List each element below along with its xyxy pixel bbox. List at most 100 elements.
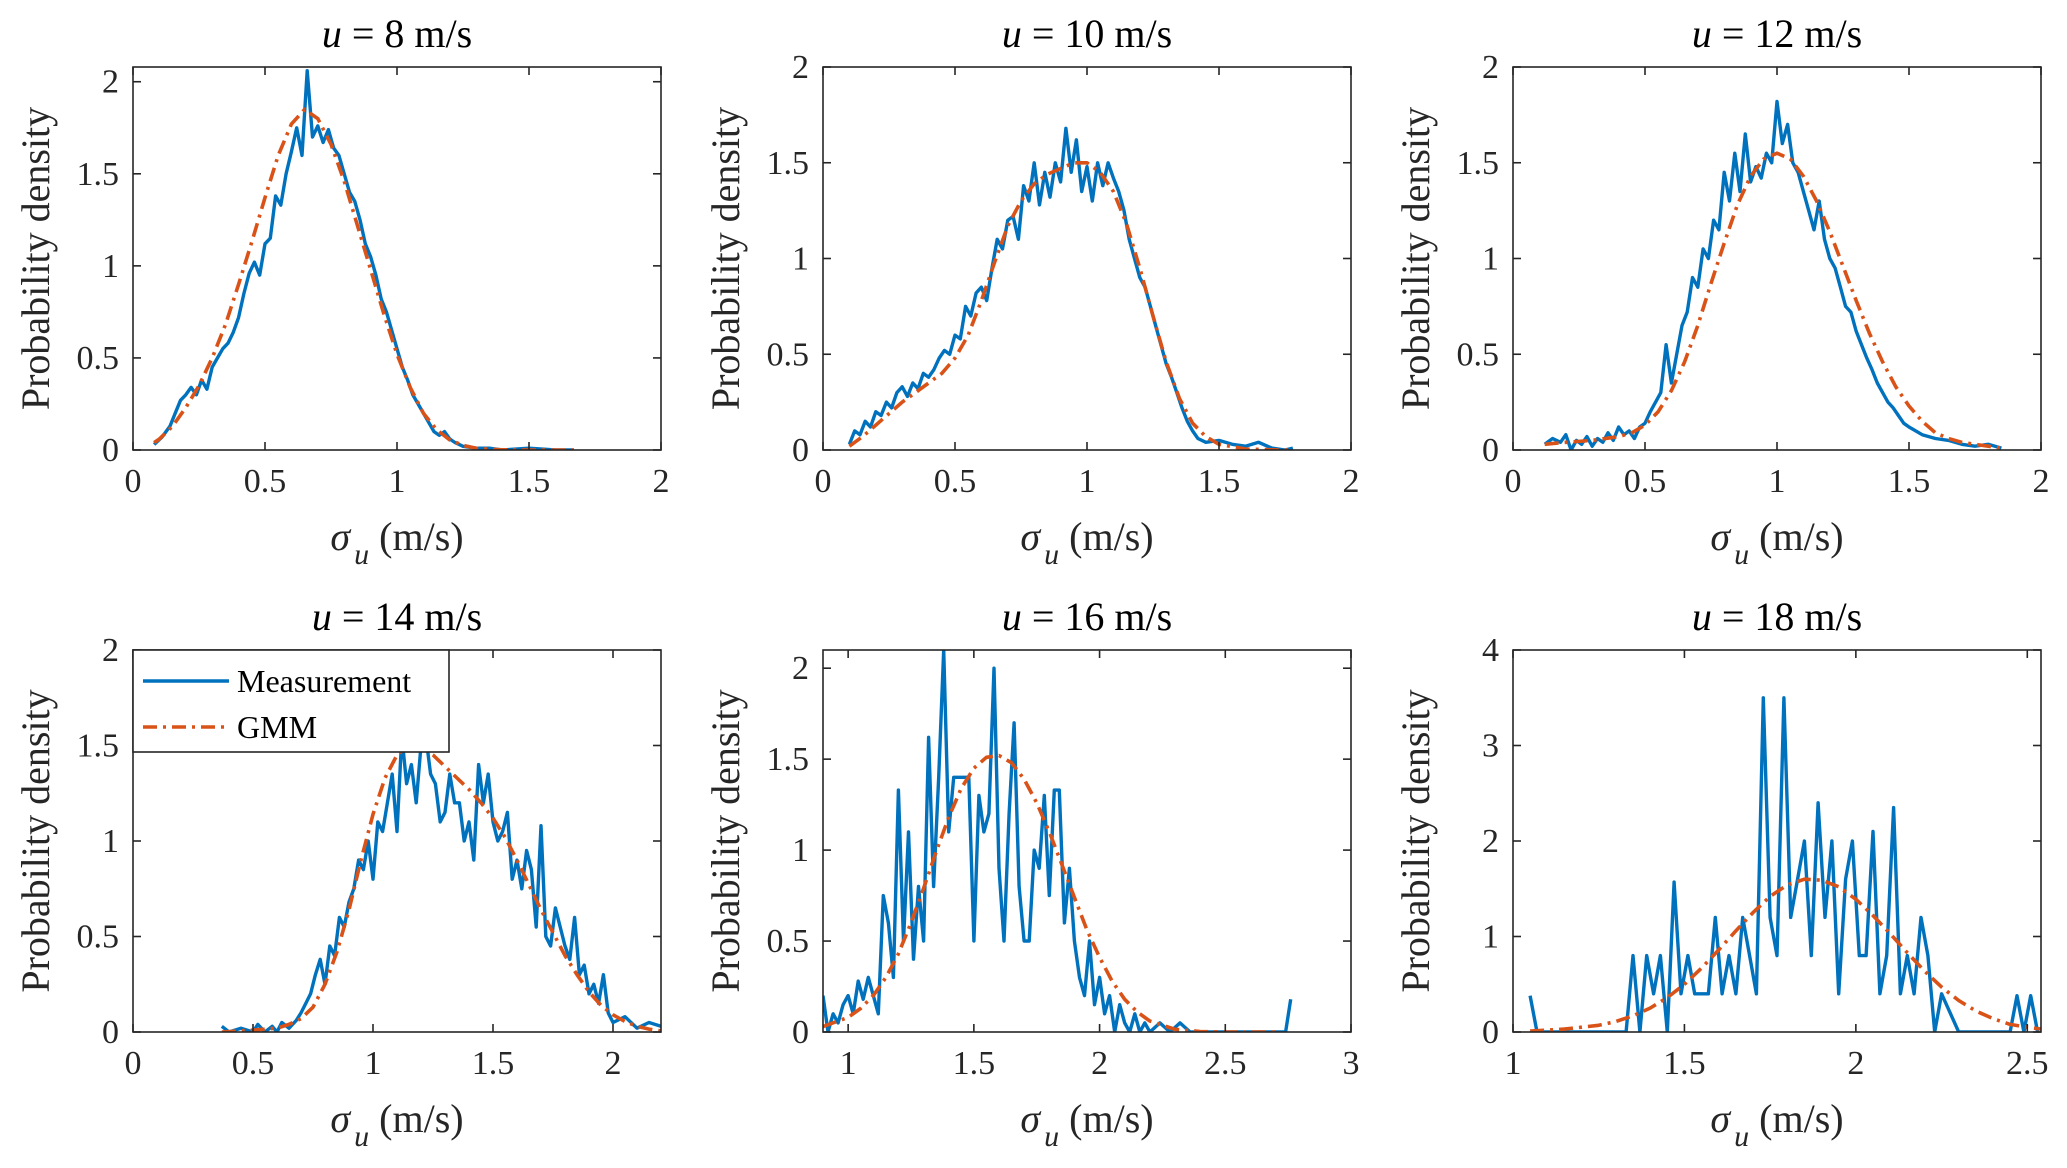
y-tick-label: 0: [102, 1014, 119, 1051]
y-tick-label: 4: [1482, 632, 1499, 669]
x-tick-label: 2: [2033, 463, 2050, 500]
y-tick-label: 1: [1482, 919, 1499, 956]
y-tick-label: 1.5: [1457, 145, 1500, 182]
y-tick-label: 1.5: [77, 156, 120, 193]
y-tick-label: 0: [102, 432, 119, 469]
chart-title: u = 14 m/s: [312, 594, 482, 639]
x-tick-label: 2: [1343, 463, 1360, 500]
gmm-line: [221, 743, 661, 1032]
chart-panel-4: 0 0.5 1 1.5 2 0 0.5 1 1.5 2 u = 14 m/s σ u (m/s) Prob…: [13, 594, 662, 1153]
chart-panel-1: 0 0.5 1 1.5 2 0 0.5 1 1.5 2 u = 8 m/s σ u (m/s) Proba…: [13, 11, 670, 571]
x-tick-label: 1.5: [472, 1045, 515, 1082]
y-tick-label: 0.5: [767, 336, 810, 373]
x-tick-label: 1: [1505, 1045, 1522, 1082]
y-axis-label: Probability density: [1393, 107, 1438, 410]
measurement-line: [823, 650, 1293, 1032]
y-tick-label: 1: [102, 248, 119, 285]
y-tick-label: 0: [792, 432, 809, 469]
y-tick-label: 1.5: [767, 145, 810, 182]
legend-label: GMM: [237, 709, 317, 745]
y-tick-label: 1: [792, 832, 809, 869]
x-tick-label: 1.5: [953, 1045, 996, 1082]
measurement-line: [1543, 99, 2002, 450]
x-tick-label: 0.5: [934, 463, 977, 500]
axes-box: [1512, 66, 2042, 451]
x-tick-label: 1: [1079, 463, 1096, 500]
axes-box: [132, 66, 662, 451]
x-tick-label: 2: [653, 463, 670, 500]
chart-panel-5: 1 1.5 2 2.5 3 0 0.5 1 1.5 2 u = 16 m/s σ u (m/s) Prob…: [703, 594, 1360, 1153]
x-tick-label: 1.5: [1198, 463, 1241, 500]
gmm-line: [848, 161, 1293, 450]
axes-box: [822, 66, 1352, 451]
chart-title: u = 8 m/s: [322, 11, 472, 56]
x-tick-label: 2.5: [2006, 1045, 2049, 1082]
y-tick-label: 2: [1482, 823, 1499, 860]
y-tick-label: 1.5: [77, 728, 120, 765]
y-axis-label: Probability density: [13, 689, 58, 992]
x-tick-label: 0: [815, 463, 832, 500]
y-tick-label: 0: [1482, 1014, 1499, 1051]
chart-panel-2: 0 0.5 1 1.5 2 0 0.5 1 1.5 2 u = 10 m/s σ u (m/s) Prob…: [703, 11, 1360, 571]
y-tick-label: 2: [792, 650, 809, 687]
x-tick-label: 1.5: [1663, 1045, 1706, 1082]
x-tick-label: 2.5: [1204, 1045, 1247, 1082]
y-tick-label: 0: [792, 1014, 809, 1051]
y-axis-label: Probability density: [703, 107, 748, 410]
gmm-line: [1530, 877, 2041, 1032]
x-tick-label: 0.5: [1624, 463, 1667, 500]
gmm-line: [153, 107, 574, 450]
axes-box: [822, 649, 1352, 1033]
y-tick-label: 0.5: [77, 919, 120, 956]
x-tick-label: 3: [1343, 1045, 1360, 1082]
x-tick-label: 1: [840, 1045, 857, 1082]
y-tick-label: 2: [792, 49, 809, 86]
y-tick-label: 0.5: [767, 923, 810, 960]
chart-title: u = 10 m/s: [1002, 11, 1172, 56]
y-tick-label: 2: [102, 632, 119, 669]
y-axis-label: Probability density: [1393, 689, 1438, 992]
x-tick-label: 2: [1847, 1045, 1864, 1082]
x-tick-label: 0.5: [232, 1045, 275, 1082]
y-tick-label: 0: [1482, 432, 1499, 469]
x-tick-label: 2: [605, 1045, 622, 1082]
y-tick-label: 0.5: [1457, 336, 1500, 373]
gmm-line: [823, 753, 1276, 1032]
y-tick-label: 1: [102, 823, 119, 860]
measurement-line: [220, 734, 661, 1032]
x-tick-label: 1: [365, 1045, 382, 1082]
chart-title: u = 16 m/s: [1002, 594, 1172, 639]
y-axis-label: Probability density: [13, 107, 58, 410]
chart-title: u = 18 m/s: [1692, 594, 1862, 639]
x-tick-label: 2: [1091, 1045, 1108, 1082]
y-tick-label: 2: [102, 64, 119, 101]
x-tick-label: 0: [125, 1045, 142, 1082]
x-tick-label: 0: [1505, 463, 1522, 500]
y-tick-label: 0.5: [77, 340, 120, 377]
measurement-line: [1528, 696, 2040, 1032]
y-tick-label: 1.5: [767, 741, 810, 778]
axes-box: [1512, 649, 2042, 1033]
x-tick-label: 1: [389, 463, 406, 500]
legend-label: Measurement: [237, 663, 411, 699]
x-tick-label: 0.5: [244, 463, 287, 500]
y-tick-label: 2: [1482, 49, 1499, 86]
measurement-line: [847, 126, 1294, 450]
x-tick-label: 1.5: [508, 463, 551, 500]
gmm-line: [1544, 151, 2002, 450]
legend: Measurement GMM: [132, 649, 450, 753]
x-tick-label: 1.5: [1888, 463, 1931, 500]
chart-title: u = 12 m/s: [1692, 11, 1862, 56]
x-tick-label: 0: [125, 463, 142, 500]
measurement-line: [152, 68, 574, 450]
legend-box: [132, 649, 450, 753]
x-tick-label: 1: [1769, 463, 1786, 500]
